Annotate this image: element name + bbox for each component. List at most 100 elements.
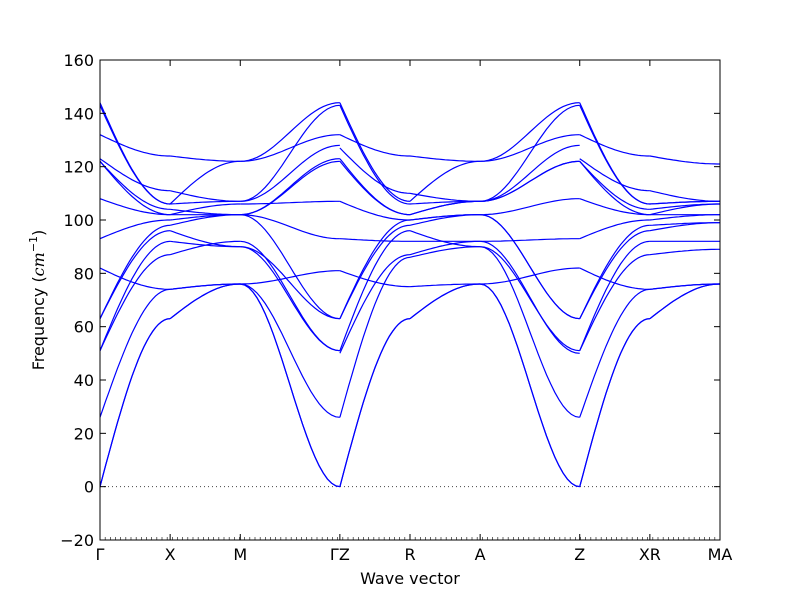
band-line (339, 147, 411, 194)
band-line (649, 222, 720, 226)
band-line (579, 134, 650, 157)
band-line (170, 155, 241, 162)
band-line (579, 267, 650, 290)
x-tick-label: R (404, 545, 415, 564)
band-line (100, 288, 171, 418)
band-line (339, 158, 411, 216)
band-line (240, 283, 340, 418)
y-tick-label: 140 (63, 104, 94, 123)
x-tick-label: XR (639, 545, 661, 564)
band-line (409, 283, 481, 320)
band-line (409, 160, 481, 202)
band-line (480, 238, 580, 242)
x-tick-label: A (475, 545, 486, 564)
band-line (579, 230, 650, 319)
band-line (240, 102, 340, 162)
band-line (409, 155, 481, 162)
y-tick-label: 60 (74, 318, 94, 337)
band-line (100, 219, 171, 240)
band-line (240, 158, 340, 216)
plot-frame (99, 59, 721, 541)
band-line (480, 246, 580, 352)
band-line (579, 158, 650, 192)
band-line (169, 203, 241, 216)
plot-area (100, 60, 720, 540)
band-line (479, 283, 580, 488)
x-tick-label: Γ (96, 545, 105, 564)
band-line (100, 158, 171, 192)
band-line (579, 318, 650, 487)
band-line (480, 102, 580, 162)
band-line (240, 134, 340, 162)
x-tick-label: ΓZ (330, 545, 350, 564)
band-line (480, 246, 580, 418)
band-line (339, 102, 411, 202)
band-line (649, 203, 720, 210)
band-line (339, 224, 411, 319)
band-line (100, 160, 171, 210)
band-line (170, 200, 241, 205)
band-line (579, 160, 650, 210)
band-line (169, 230, 241, 248)
band-line (579, 160, 650, 216)
band-line (100, 102, 171, 205)
band-line (339, 256, 411, 418)
band-line (339, 134, 410, 157)
band-line (240, 270, 340, 285)
band-line (339, 200, 410, 221)
band-line (240, 214, 340, 320)
band-line (169, 160, 241, 205)
band-line (649, 283, 720, 290)
band-line (579, 102, 650, 205)
band-line (480, 240, 580, 354)
band-line (649, 283, 720, 320)
band-line (339, 270, 411, 288)
y-axis-label-unit: cm (29, 252, 48, 276)
band-line (579, 198, 650, 216)
band-line (579, 240, 650, 351)
y-tick-label: 80 (74, 264, 94, 283)
band-line (100, 267, 171, 290)
x-tick-label: MA (708, 545, 733, 564)
band-line (409, 246, 481, 258)
x-tick-label: M (233, 545, 247, 564)
y-axis-label-suffix: ) (29, 230, 48, 236)
x-tick-label: X (165, 545, 176, 564)
band-line (339, 254, 411, 354)
band-line (100, 198, 171, 216)
band-line (480, 144, 580, 202)
band-line (240, 104, 340, 202)
band-line (649, 248, 720, 256)
band-line (169, 283, 241, 320)
band-lines (100, 102, 720, 488)
band-line (339, 318, 411, 487)
band-line (100, 230, 171, 319)
band-line (170, 283, 241, 290)
band-line (579, 224, 650, 319)
y-tick-label: 160 (63, 51, 94, 70)
band-line (240, 246, 340, 320)
band-line (339, 230, 411, 351)
band-line (480, 160, 580, 202)
band-line (480, 214, 580, 320)
band-line (240, 144, 340, 202)
band-line (170, 208, 241, 216)
band-line (579, 288, 650, 418)
band-line (480, 104, 580, 202)
y-tick-label: 40 (74, 371, 94, 390)
band-line (339, 238, 410, 242)
y-axis-label-exp: −1 (27, 236, 40, 252)
band-line (480, 198, 580, 216)
y-axis-label-prefix: Frequency ( (29, 276, 48, 370)
band-line (100, 318, 171, 487)
band-line (480, 134, 580, 162)
band-line (649, 155, 720, 165)
band-line (579, 219, 650, 240)
band-line (100, 240, 171, 351)
band-line (240, 246, 340, 352)
band-line (339, 105, 411, 205)
x-tick-label: Z (574, 545, 585, 564)
band-line (649, 200, 720, 205)
band-line (100, 160, 171, 216)
